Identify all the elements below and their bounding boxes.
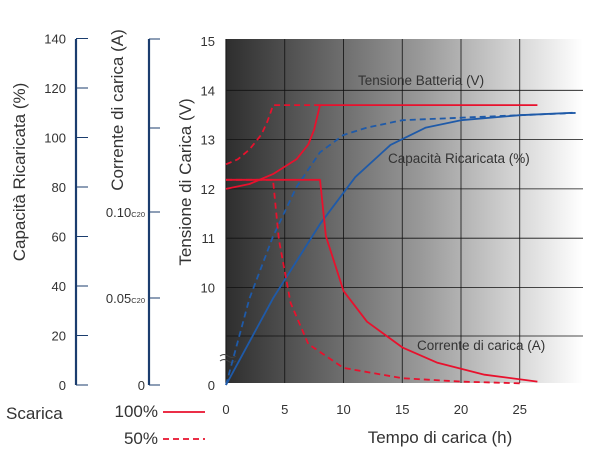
voltage-tick-label: 0: [208, 378, 215, 393]
capacity-tick-label: 60: [52, 230, 66, 245]
axis-break-mark: [219, 359, 237, 363]
x-tick-label: 20: [454, 402, 468, 417]
axes: [74, 38, 237, 386]
x-tick-label: 0: [222, 402, 229, 417]
capacity-tick-label: 0: [59, 378, 66, 393]
voltage-tick-label: 14: [201, 83, 215, 98]
current-series-annotation: Corrente di carica (A): [417, 338, 545, 353]
grid: [226, 39, 583, 383]
axis-break-mark: [219, 354, 237, 358]
capacity-tick-label: 80: [52, 180, 66, 195]
x-tick-label: 25: [513, 402, 527, 417]
voltage-tick-label: 10: [201, 281, 215, 296]
capacity-series-annotation: Capacità Ricaricata (%): [388, 151, 530, 166]
voltage-tick-label: 13: [201, 133, 215, 148]
x-tick-label: 15: [395, 402, 409, 417]
voltage-series-annotation: Tensione Batteria (V): [358, 73, 484, 88]
capacity-tick-label: 100: [44, 131, 66, 146]
voltage-tick-label: 12: [201, 182, 215, 197]
x-tick-label: 5: [281, 402, 288, 417]
series-current-100: [226, 178, 538, 383]
capacity-tick-label: 40: [52, 279, 66, 294]
labels: 02040608010012014000.05C200.10C200101112…: [6, 29, 545, 448]
series: [225, 104, 579, 386]
capacity-tick-label: 120: [44, 81, 66, 96]
x-tick-label: 10: [336, 402, 350, 417]
x-axis-label: Tempo di carica (h): [368, 428, 513, 447]
legend-label: 100%: [115, 402, 158, 421]
series-voltage-50: [225, 104, 320, 166]
legend-label: 50%: [124, 429, 158, 448]
series-capacity-50: [225, 111, 579, 386]
capacity-axis-label: Capacità Ricaricata (%): [10, 83, 29, 262]
capacity-tick-label: 140: [44, 32, 66, 47]
current-tick-label: 0: [138, 378, 145, 393]
voltage-tick-label: 11: [202, 231, 216, 246]
capacity-tick-label: 20: [52, 329, 66, 344]
voltage-axis-label: Tensione di Carica (V): [176, 98, 195, 265]
current-axis-label: Corrente di carica (A): [108, 29, 127, 191]
current-tick-label: 0.05C20: [106, 291, 145, 306]
series-voltage-100: [225, 104, 538, 190]
current-tick-label: 0.10C20: [106, 205, 145, 220]
legend-title: Scarica: [6, 404, 63, 423]
voltage-tick-label: 15: [201, 34, 215, 49]
